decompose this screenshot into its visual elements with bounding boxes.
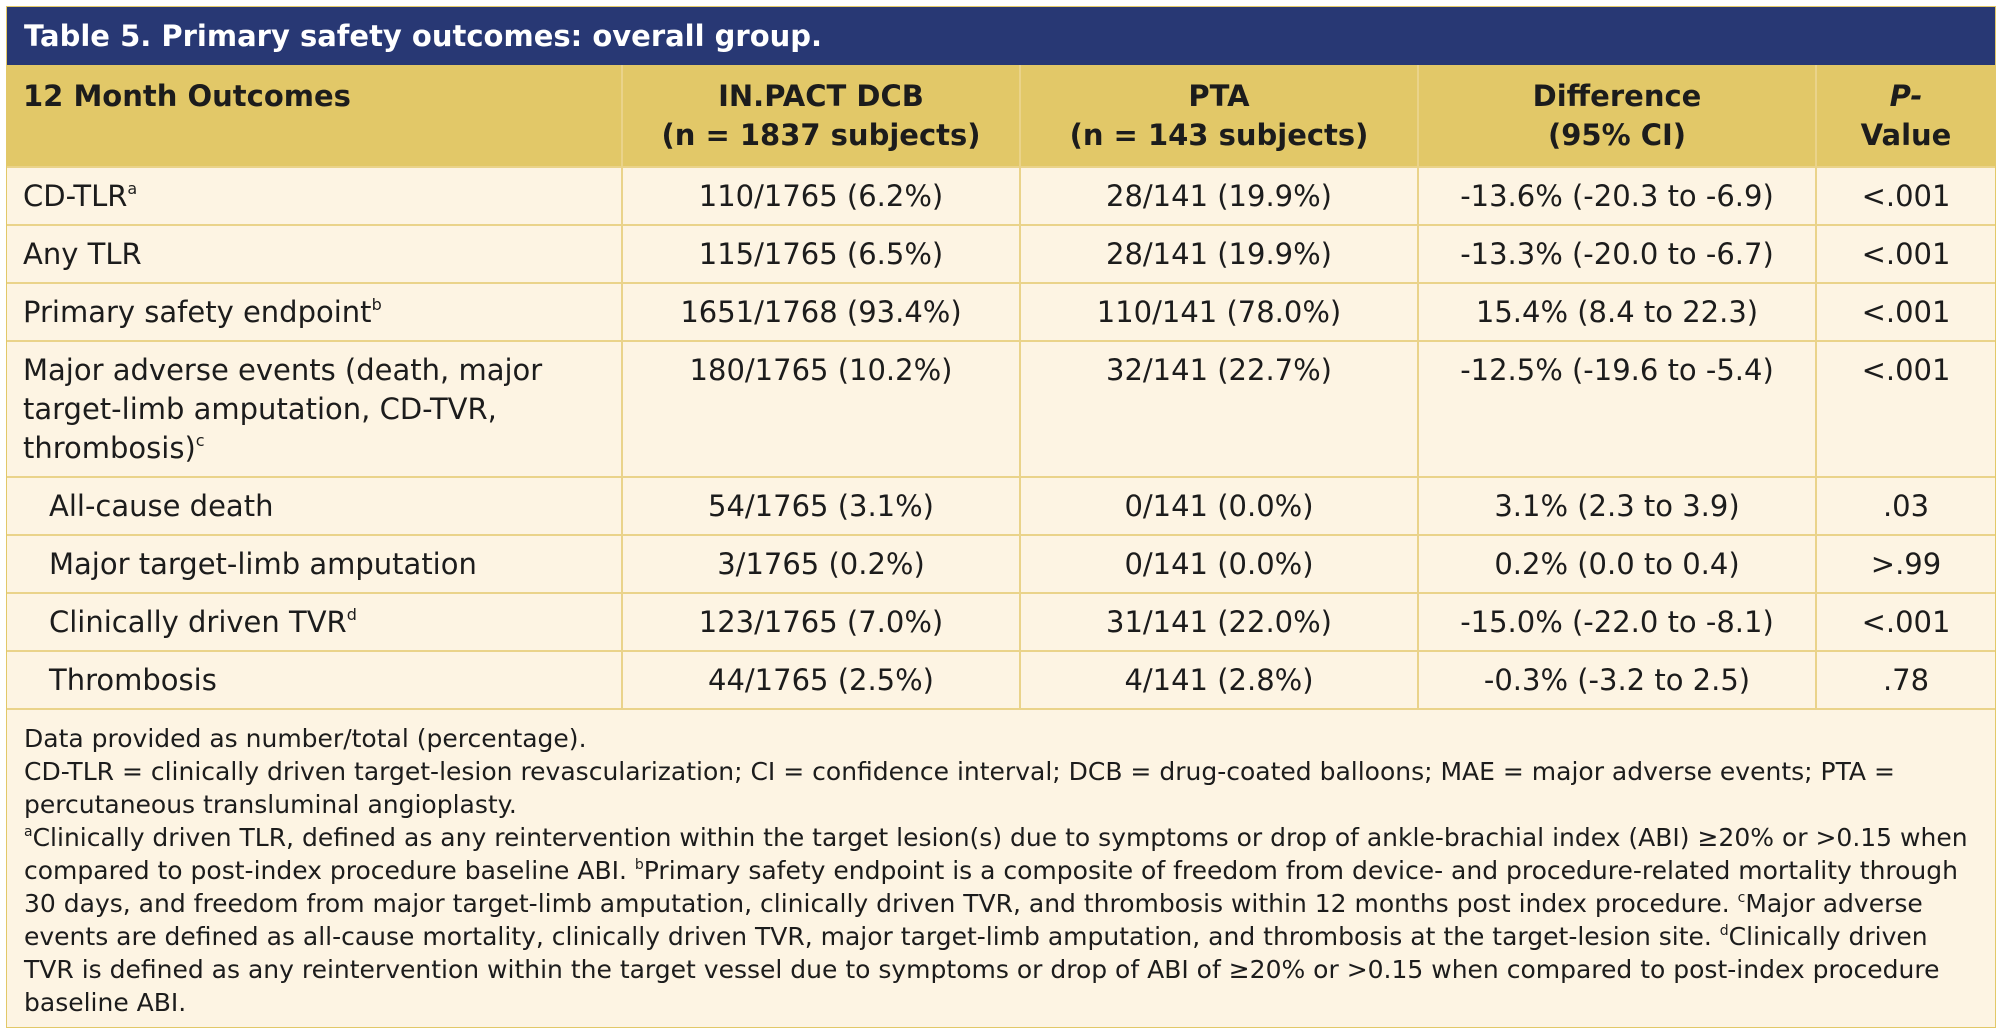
row-label: Thrombosis bbox=[7, 651, 623, 710]
row-label-text: Major target-limb amputation bbox=[49, 547, 477, 581]
cell-pvalue: <.001 bbox=[1816, 167, 1995, 226]
cell-difference: -13.3% (-20.0 to -6.7) bbox=[1418, 225, 1817, 284]
cell-pvalue: .03 bbox=[1816, 477, 1995, 536]
table-row-major-amputation: Major target-limb amputation 3/1765 (0.2… bbox=[7, 535, 1995, 594]
footnote-marker-a: a bbox=[24, 824, 33, 840]
cell-pta: 0/141 (0.0%) bbox=[1020, 477, 1419, 536]
cell-dcb: 123/1765 (7.0%) bbox=[622, 593, 1021, 652]
cell-pvalue: <.001 bbox=[1816, 341, 1995, 478]
header-pta-n: (n = 143 subjects) bbox=[1069, 118, 1369, 152]
header-dcb-n: (n = 1837 subjects) bbox=[661, 118, 981, 152]
row-label-line: thrombosis) bbox=[23, 431, 196, 465]
header-dcb-name: IN.PACT DCB bbox=[718, 79, 924, 113]
table-footnotes: Data provided as number/total (percentag… bbox=[7, 710, 1995, 1019]
table-row-all-cause-death: All-cause death 54/1765 (3.1%) 0/141 (0.… bbox=[7, 477, 1995, 536]
footnote-marker-d: d bbox=[1719, 923, 1729, 939]
header-pta: PTA (n = 143 subjects) bbox=[1020, 65, 1419, 168]
header-pvalue: P- Value bbox=[1816, 65, 1995, 168]
cell-difference: -0.3% (-3.2 to 2.5) bbox=[1418, 651, 1817, 710]
table-title: Table 5. Primary safety outcomes: overal… bbox=[7, 7, 1995, 65]
row-label-line: target-limb amputation, CD-TVR, bbox=[23, 392, 497, 426]
cell-dcb: 180/1765 (10.2%) bbox=[622, 341, 1021, 478]
header-difference: Difference (95% CI) bbox=[1418, 65, 1817, 168]
row-label-line: Major adverse events (death, major bbox=[23, 353, 543, 387]
cell-difference: 3.1% (2.3 to 3.9) bbox=[1418, 477, 1817, 536]
cell-pta: 28/141 (19.9%) bbox=[1020, 225, 1419, 284]
table-row-any-tlr: Any TLR 115/1765 (6.5%) 28/141 (19.9%) -… bbox=[7, 225, 1995, 284]
cell-pvalue: <.001 bbox=[1816, 225, 1995, 284]
cell-dcb: 44/1765 (2.5%) bbox=[622, 651, 1021, 710]
table-row-primary-safety: Primary safety endpointb 1651/1768 (93.4… bbox=[7, 283, 1995, 342]
row-label: Any TLR bbox=[7, 225, 623, 284]
cell-difference: -15.0% (-22.0 to -8.1) bbox=[1418, 593, 1817, 652]
row-label-line-last: thrombosis)c bbox=[23, 429, 617, 468]
outcomes-table: 12 Month Outcomes IN.PACT DCB (n = 1837 … bbox=[7, 65, 1995, 710]
table-figure: Table 5. Primary safety outcomes: overal… bbox=[6, 6, 1996, 1028]
table-row-cd-tlr: CD-TLRa 110/1765 (6.2%) 28/141 (19.9%) -… bbox=[7, 167, 1995, 226]
cell-difference: -13.6% (-20.3 to -6.9) bbox=[1418, 167, 1817, 226]
row-label: Major target-limb amputation bbox=[7, 535, 623, 594]
header-row: 12 Month Outcomes IN.PACT DCB (n = 1837 … bbox=[7, 65, 1995, 168]
cell-pta: 0/141 (0.0%) bbox=[1020, 535, 1419, 594]
header-dcb: IN.PACT DCB (n = 1837 subjects) bbox=[622, 65, 1021, 168]
footnote-c-text: Major adverse events are defined as all-… bbox=[24, 889, 1923, 951]
footnote-marker: a bbox=[127, 179, 138, 198]
footnote-data-note: Data provided as number/total (percentag… bbox=[24, 724, 587, 753]
footnote-abbreviations: CD-TLR = clinically driven target-lesion… bbox=[24, 757, 1895, 819]
footnote-b-text: Primary safety endpoint is a composite o… bbox=[24, 856, 1958, 918]
footnote-marker-c: c bbox=[1737, 890, 1746, 906]
cell-dcb: 3/1765 (0.2%) bbox=[622, 535, 1021, 594]
cell-pta: 28/141 (19.9%) bbox=[1020, 167, 1419, 226]
row-label-text: CD-TLR bbox=[23, 179, 128, 213]
cell-pvalue: <.001 bbox=[1816, 283, 1995, 342]
row-label: Clinically driven TVRd bbox=[7, 593, 623, 652]
header-outcomes: 12 Month Outcomes bbox=[7, 65, 623, 168]
row-label: All-cause death bbox=[7, 477, 623, 536]
row-label-text: All-cause death bbox=[49, 489, 274, 523]
cell-pvalue: .78 bbox=[1816, 651, 1995, 710]
row-label-text: Primary safety endpoint bbox=[23, 295, 372, 329]
row-label: Major adverse events (death, major targe… bbox=[7, 341, 623, 478]
cell-pta: 32/141 (22.7%) bbox=[1020, 341, 1419, 478]
cell-pta: 110/141 (78.0%) bbox=[1020, 283, 1419, 342]
cell-dcb: 115/1765 (6.5%) bbox=[622, 225, 1021, 284]
cell-dcb: 54/1765 (3.1%) bbox=[622, 477, 1021, 536]
row-label: CD-TLRa bbox=[7, 167, 623, 226]
footnote-d-text: Clinically driven TVR is defined as any … bbox=[24, 922, 1940, 1017]
footnote-marker: b bbox=[371, 295, 382, 314]
header-pvalue-value: Value bbox=[1860, 118, 1952, 152]
header-outcomes-label: 12 Month Outcomes bbox=[23, 79, 351, 113]
header-pvalue-p: P- bbox=[1889, 79, 1923, 113]
table-row-clinically-driven-tvr: Clinically driven TVRd 123/1765 (7.0%) 3… bbox=[7, 593, 1995, 652]
header-difference-name: Difference bbox=[1532, 79, 1702, 113]
footnote-marker: d bbox=[346, 605, 357, 624]
footnote-marker: c bbox=[195, 431, 205, 450]
cell-dcb: 1651/1768 (93.4%) bbox=[622, 283, 1021, 342]
cell-pvalue: <.001 bbox=[1816, 593, 1995, 652]
row-label: Primary safety endpointb bbox=[7, 283, 623, 342]
cell-pta: 31/141 (22.0%) bbox=[1020, 593, 1419, 652]
footnote-marker-b: b bbox=[634, 857, 644, 873]
cell-dcb: 110/1765 (6.2%) bbox=[622, 167, 1021, 226]
row-label-text: Clinically driven TVR bbox=[49, 605, 347, 639]
table-row-major-adverse-events: Major adverse events (death, major targe… bbox=[7, 341, 1995, 478]
cell-pvalue: >.99 bbox=[1816, 535, 1995, 594]
row-label-text: Any TLR bbox=[23, 237, 142, 271]
table-row-thrombosis: Thrombosis 44/1765 (2.5%) 4/141 (2.8%) -… bbox=[7, 651, 1995, 710]
footnote-definitions: aClinically driven TLR, defined as any r… bbox=[24, 821, 1979, 1019]
header-pta-name: PTA bbox=[1188, 79, 1250, 113]
footnote-a-text: Clinically driven TLR, defined as any re… bbox=[24, 823, 1968, 885]
cell-difference: -12.5% (-19.6 to -5.4) bbox=[1418, 341, 1817, 478]
cell-pta: 4/141 (2.8%) bbox=[1020, 651, 1419, 710]
row-label-text: Thrombosis bbox=[49, 663, 217, 697]
header-difference-ci: (95% CI) bbox=[1547, 118, 1687, 152]
cell-difference: 0.2% (0.0 to 0.4) bbox=[1418, 535, 1817, 594]
cell-difference: 15.4% (8.4 to 22.3) bbox=[1418, 283, 1817, 342]
